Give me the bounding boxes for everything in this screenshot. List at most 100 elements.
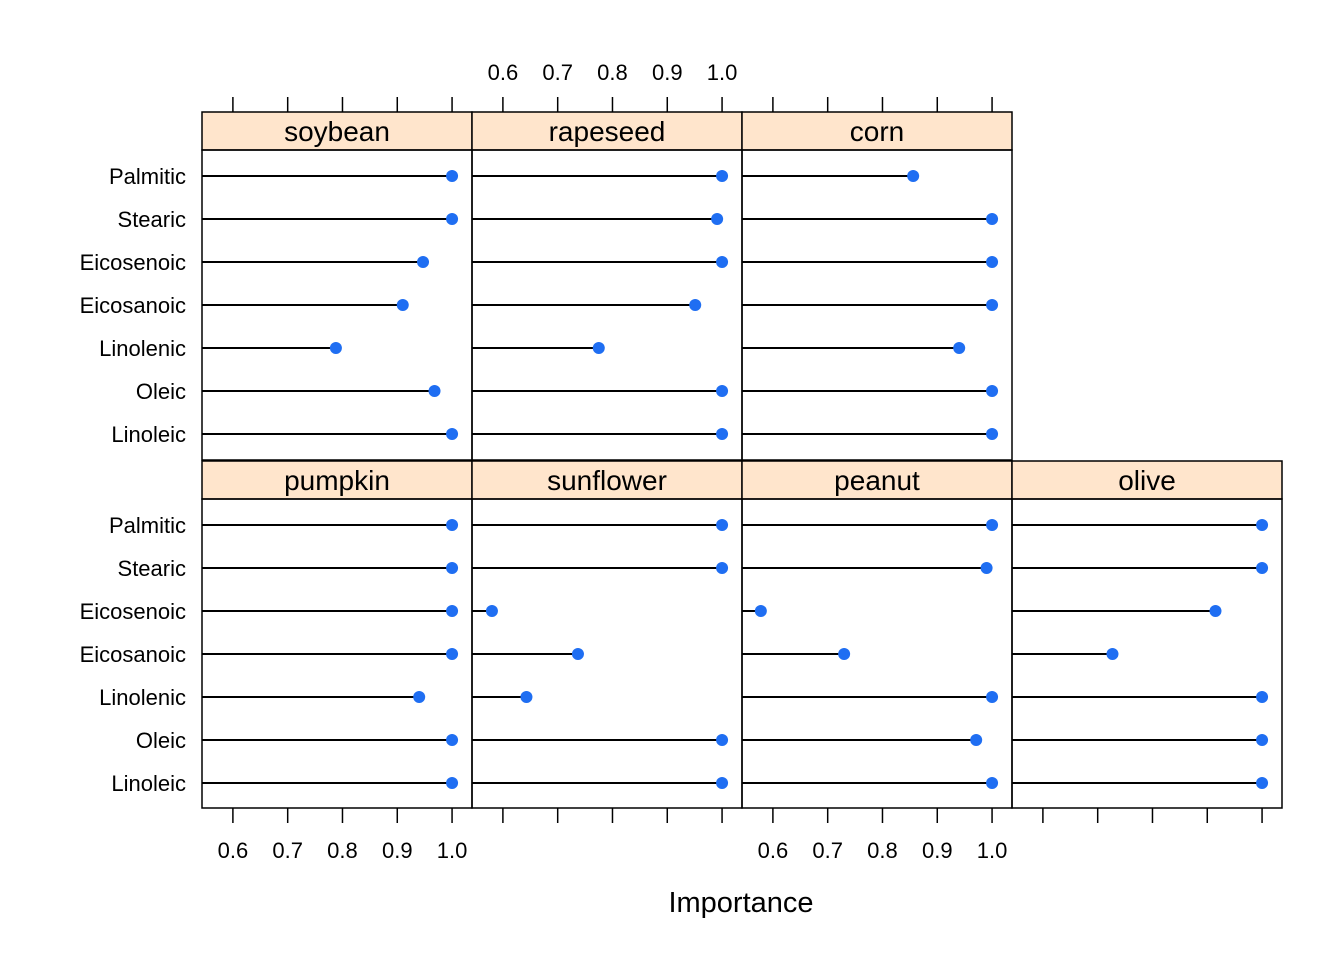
strip-label-corn: corn: [850, 116, 904, 147]
point-pumpkin-linolenic: [413, 691, 426, 703]
point-peanut-eicosanoic: [838, 648, 851, 660]
x-tick-label-bottom: 0.9: [382, 838, 413, 863]
point-peanut-linoleic: [986, 777, 999, 789]
point-corn-eicosenoic: [986, 256, 999, 268]
y-tick-label-palmitic: Palmitic: [109, 164, 186, 189]
strip-soybean: [201, 111, 473, 151]
x-tick-label-bottom: 0.7: [812, 838, 843, 863]
x-tick-label-top: 0.9: [652, 60, 683, 85]
point-rapeseed-linoleic: [716, 428, 729, 440]
y-tick-label-stearic: Stearic: [118, 207, 186, 232]
strip-peanut: [741, 460, 1013, 500]
panel-corn: corn: [741, 111, 1013, 461]
point-soybean-eicosanoic: [396, 299, 409, 311]
x-tick-label-bottom: 0.8: [327, 838, 358, 863]
point-olive-eicosenoic: [1209, 605, 1222, 617]
point-rapeseed-palmitic: [716, 170, 729, 182]
point-rapeseed-linolenic: [592, 342, 605, 354]
point-corn-linoleic: [986, 428, 999, 440]
point-corn-eicosanoic: [986, 299, 999, 311]
strip-label-olive: olive: [1118, 465, 1176, 496]
point-pumpkin-eicosenoic: [446, 605, 459, 617]
point-sunflower-oleic: [716, 734, 729, 746]
strip-pumpkin: [201, 460, 473, 500]
point-olive-eicosanoic: [1106, 648, 1119, 660]
point-pumpkin-stearic: [446, 562, 459, 574]
point-peanut-linolenic: [986, 691, 999, 703]
point-pumpkin-palmitic: [446, 519, 459, 531]
x-tick-label-top: 0.7: [542, 60, 573, 85]
x-tick-label-top: 1.0: [707, 60, 738, 85]
panel-sunflower: sunflower: [471, 460, 743, 809]
strip-label-pumpkin: pumpkin: [284, 465, 390, 496]
panel-pumpkin: pumpkin: [201, 460, 473, 809]
point-olive-linolenic: [1256, 691, 1269, 703]
x-axis-title: Importance: [668, 887, 813, 919]
point-sunflower-linolenic: [520, 691, 533, 703]
strip-label-rapeseed: rapeseed: [549, 116, 666, 147]
strip-olive: [1011, 460, 1283, 500]
point-sunflower-eicosenoic: [485, 605, 498, 617]
y-tick-label-eicosenoic: Eicosenoic: [80, 250, 186, 275]
point-corn-palmitic: [907, 170, 920, 182]
point-rapeseed-eicosenoic: [716, 256, 729, 268]
point-soybean-linolenic: [329, 342, 342, 354]
strip-corn: [741, 111, 1013, 151]
point-rapeseed-oleic: [716, 385, 729, 397]
point-corn-oleic: [986, 385, 999, 397]
point-olive-linoleic: [1256, 777, 1269, 789]
point-soybean-oleic: [428, 385, 441, 397]
point-peanut-eicosenoic: [754, 605, 767, 617]
x-tick-label-top: 0.6: [488, 60, 519, 85]
point-olive-oleic: [1256, 734, 1269, 746]
point-sunflower-linoleic: [716, 777, 729, 789]
point-peanut-palmitic: [986, 519, 999, 531]
x-tick-label-bottom: 0.6: [758, 838, 789, 863]
y-tick-label-eicosanoic: Eicosanoic: [80, 293, 186, 318]
y-tick-label-eicosanoic: Eicosanoic: [80, 642, 186, 667]
point-soybean-palmitic: [446, 170, 459, 182]
y-tick-label-stearic: Stearic: [118, 556, 186, 581]
panel-rapeseed: rapeseed: [471, 111, 743, 461]
point-peanut-stearic: [980, 562, 993, 574]
x-tick-label-bottom: 1.0: [437, 838, 468, 863]
strip-label-soybean: soybean: [284, 116, 390, 147]
strip-sunflower: [471, 460, 743, 500]
point-pumpkin-oleic: [446, 734, 459, 746]
x-tick-label-top: 0.8: [597, 60, 628, 85]
x-tick-label-bottom: 0.8: [867, 838, 898, 863]
x-tick-label-bottom: 0.9: [922, 838, 953, 863]
panel-soybean: soybean: [201, 111, 473, 461]
point-peanut-oleic: [970, 734, 983, 746]
y-tick-label-linoleic: Linoleic: [111, 422, 186, 447]
y-tick-label-palmitic: Palmitic: [109, 513, 186, 538]
strip-label-sunflower: sunflower: [547, 465, 667, 496]
panels-layer: soybean rapeseed corn pumpkin sunflower peanu…: [201, 111, 1283, 809]
point-corn-linolenic: [953, 342, 966, 354]
strip-rapeseed: [471, 111, 743, 151]
panel-olive: olive: [1011, 460, 1283, 809]
x-tick-label-bottom: 1.0: [977, 838, 1008, 863]
point-soybean-linoleic: [446, 428, 459, 440]
y-tick-label-oleic: Oleic: [136, 379, 186, 404]
strip-label-peanut: peanut: [834, 465, 920, 496]
point-sunflower-eicosanoic: [571, 648, 584, 660]
point-sunflower-palmitic: [716, 519, 729, 531]
point-rapeseed-stearic: [711, 213, 724, 225]
point-pumpkin-eicosanoic: [446, 648, 459, 660]
point-corn-stearic: [986, 213, 999, 225]
labels-layer: Palmitic Stearic Eicosenoic Eicosanoic Linol…: [80, 60, 1263, 863]
y-tick-label-linolenic: Linolenic: [99, 685, 186, 710]
panel-peanut: peanut: [741, 460, 1013, 809]
point-soybean-eicosenoic: [417, 256, 430, 268]
point-pumpkin-linoleic: [446, 777, 459, 789]
y-tick-label-linolenic: Linolenic: [99, 336, 186, 361]
point-soybean-stearic: [446, 213, 459, 225]
point-olive-palmitic: [1256, 519, 1269, 531]
point-rapeseed-eicosanoic: [689, 299, 702, 311]
y-tick-label-oleic: Oleic: [136, 728, 186, 753]
x-tick-label-bottom: 0.7: [272, 838, 303, 863]
point-sunflower-stearic: [716, 562, 729, 574]
y-tick-label-linoleic: Linoleic: [111, 771, 186, 796]
